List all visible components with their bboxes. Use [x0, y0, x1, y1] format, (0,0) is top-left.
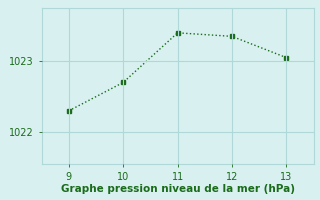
X-axis label: Graphe pression niveau de la mer (hPa): Graphe pression niveau de la mer (hPa) [60, 184, 295, 194]
